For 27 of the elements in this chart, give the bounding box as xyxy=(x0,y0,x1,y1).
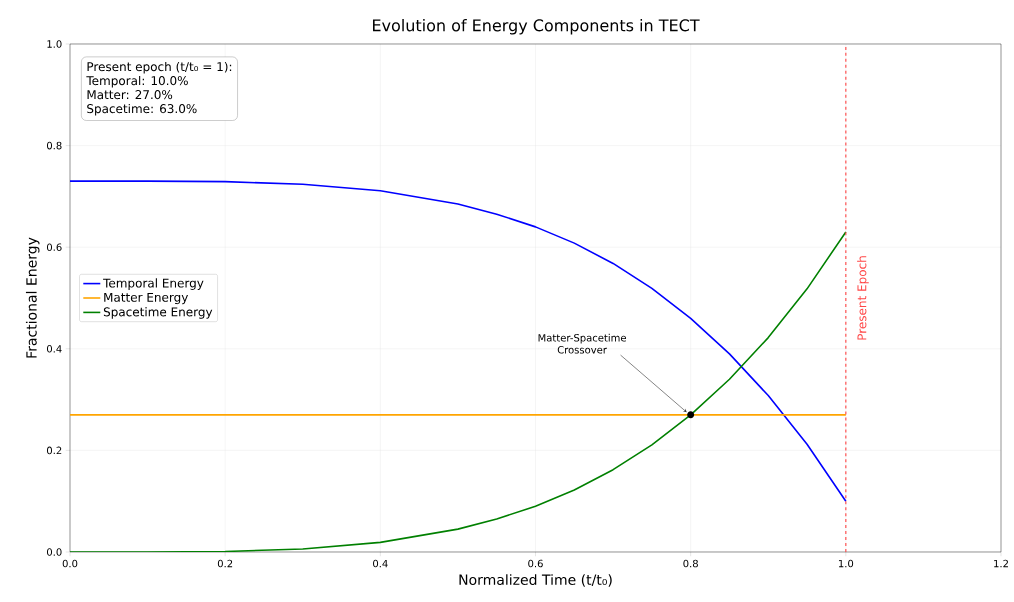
annotation: Present epoch (t/t₀ = 1): xyxy=(87,61,232,74)
legend-label: Spacetime Energy xyxy=(103,307,213,319)
annotation: Spacetime: 63.0% xyxy=(87,103,197,116)
ref-line-label: Present Epoch xyxy=(857,256,869,340)
legend-label: Temporal Energy xyxy=(103,278,204,290)
x-tick-label: 1.0 xyxy=(838,559,854,568)
x-tick-label: 0.0 xyxy=(62,559,78,568)
y-tick-label: 0.4 xyxy=(46,345,62,353)
line-series xyxy=(70,180,847,502)
x-tick-label: 0.6 xyxy=(528,559,543,568)
chart-title: Evolution of Energy Components in TECT xyxy=(373,19,700,35)
x-tick-label: 1.2 xyxy=(994,559,1008,568)
y-tick-label: 0.6 xyxy=(46,243,62,251)
y-axis-title: Fractional Energy xyxy=(25,237,40,358)
x-axis-title: Normalized Time (t/t₀) xyxy=(459,574,612,587)
annotation: Matter-Spacetime Crossover xyxy=(538,333,626,354)
y-tick-label: 1.0 xyxy=(47,40,62,48)
y-tick-label: 0.8 xyxy=(46,141,62,150)
y-tick-label: 0.2 xyxy=(46,446,62,455)
x-tick-label: 0.2 xyxy=(217,559,233,568)
x-tick-label: 0.8 xyxy=(683,559,698,568)
annotation: Matter: 27.0% xyxy=(87,90,173,100)
y-tick-label: 0.0 xyxy=(46,548,62,556)
line-series xyxy=(70,231,847,552)
x-tick-label: 0.4 xyxy=(373,559,388,568)
annotation: Temporal: 10.0% xyxy=(86,75,188,88)
legend-label: Matter Energy xyxy=(104,292,189,305)
